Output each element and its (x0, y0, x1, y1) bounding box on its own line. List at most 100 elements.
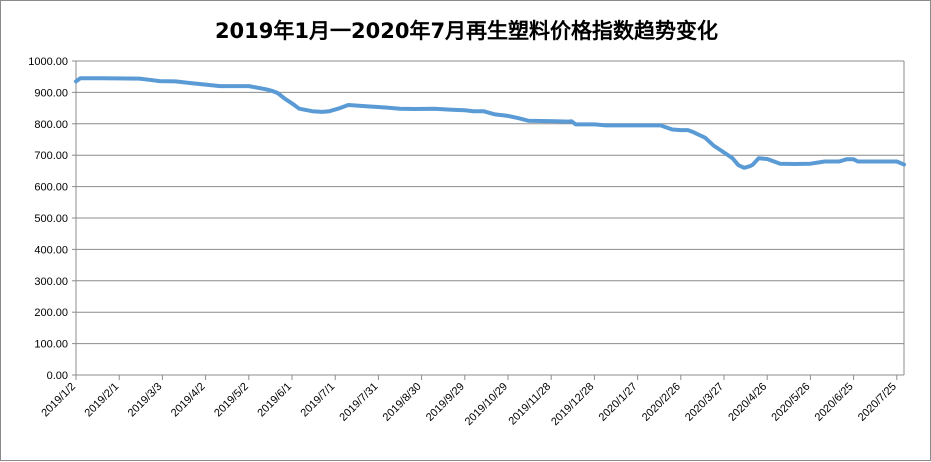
data-point (570, 120, 573, 123)
y-tick-label: 100.00 (34, 339, 68, 351)
data-point (845, 158, 848, 161)
data-point (809, 162, 812, 165)
data-point (204, 83, 207, 86)
x-tick-label: 2019/8/30 (381, 381, 424, 424)
series-line-0 (74, 76, 906, 170)
data-point (398, 107, 402, 110)
x-tick-label: 2019/7/31 (337, 381, 380, 424)
data-point (100, 77, 104, 80)
data-point (902, 163, 906, 166)
y-tick-label: 800.00 (34, 119, 68, 131)
data-point (321, 110, 324, 114)
data-point (433, 107, 436, 110)
x-tick-label: 2020/1/27 (597, 381, 640, 424)
data-point (298, 107, 301, 110)
x-tick-label: 2019/11/28 (506, 381, 553, 428)
data-point (247, 84, 250, 88)
data-point (712, 144, 716, 147)
data-point (138, 77, 141, 80)
data-point (554, 120, 557, 123)
data-point (656, 124, 659, 127)
x-tick-label: 2020/6/25 (813, 381, 856, 424)
data-point (567, 120, 570, 123)
y-tick-label: 0.00 (47, 370, 68, 382)
data-point (290, 102, 294, 105)
data-point (188, 81, 191, 85)
data-point (450, 108, 454, 111)
x-tick-label: 2019/12/28 (549, 381, 596, 428)
data-point (264, 88, 268, 91)
data-point (679, 128, 682, 132)
y-tick-label: 200.00 (34, 307, 68, 319)
data-point (218, 84, 222, 88)
data-point (574, 123, 577, 126)
data-point (748, 164, 752, 168)
data-point (174, 80, 177, 83)
data-point (751, 163, 754, 166)
data-point (619, 124, 622, 127)
data-point (604, 124, 608, 127)
y-tick-label: 900.00 (34, 87, 68, 99)
data-point (472, 110, 475, 113)
data-point (482, 110, 485, 113)
data-point (731, 157, 734, 160)
data-point (74, 80, 78, 83)
data-point (766, 157, 769, 161)
x-tick-label: 2020/3/27 (683, 381, 726, 424)
x-tick-label: 2020/4/26 (726, 381, 769, 424)
data-point (737, 164, 740, 167)
data-point (336, 107, 340, 110)
y-tick-label: 500.00 (34, 213, 68, 225)
plot-area (74, 76, 906, 170)
data-point (310, 110, 314, 113)
x-tick-label: 2019/6/1 (255, 381, 294, 420)
data-point (276, 91, 279, 95)
data-point (670, 128, 674, 131)
data-point (757, 157, 760, 160)
data-point (778, 162, 782, 165)
data-point (79, 77, 82, 80)
data-point (852, 158, 855, 161)
x-tick-label: 2019/4/2 (169, 381, 208, 420)
data-point (493, 113, 497, 116)
data-point (328, 110, 331, 113)
data-point (881, 160, 884, 163)
x-tick-label: 2020/7/25 (856, 381, 899, 424)
x-tick-label: 2019/7/1 (299, 381, 338, 420)
data-point (283, 97, 286, 100)
data-point (413, 107, 416, 111)
data-point (719, 149, 723, 152)
data-point (704, 136, 707, 140)
data-point (742, 166, 746, 169)
data-point (659, 124, 662, 127)
data-point (838, 160, 841, 163)
x-tick-label: 2020/5/26 (769, 381, 812, 424)
y-tick-label: 1000.00 (28, 56, 68, 68)
y-tick-label: 600.00 (34, 182, 68, 194)
data-point (701, 135, 704, 138)
data-point (856, 160, 860, 163)
data-point (823, 160, 826, 163)
data-point (270, 89, 274, 93)
chart-title: 2019年1月一2020年7月再生塑料价格指数趋势变化 (214, 19, 719, 43)
data-point (148, 78, 151, 82)
y-tick-label: 400.00 (34, 244, 68, 256)
data-point (368, 105, 371, 108)
data-point (506, 114, 510, 118)
y-tick-label: 700.00 (34, 150, 68, 162)
x-tick-label: 2019/9/29 (424, 381, 467, 424)
x-tick-label: 2019/1/2 (39, 381, 78, 420)
data-point (346, 103, 350, 107)
data-point (817, 161, 821, 164)
x-tick-label: 2019/3/3 (126, 381, 165, 420)
data-point (686, 128, 690, 132)
data-point (384, 106, 387, 109)
data-point (593, 123, 596, 126)
x-tick-label: 2019/2/1 (83, 381, 122, 420)
data-point (526, 119, 530, 122)
x-tick-label: 2019/5/2 (212, 381, 251, 420)
x-tick-label: 2020/2/26 (640, 381, 683, 424)
y-tick-label: 300.00 (34, 276, 68, 288)
